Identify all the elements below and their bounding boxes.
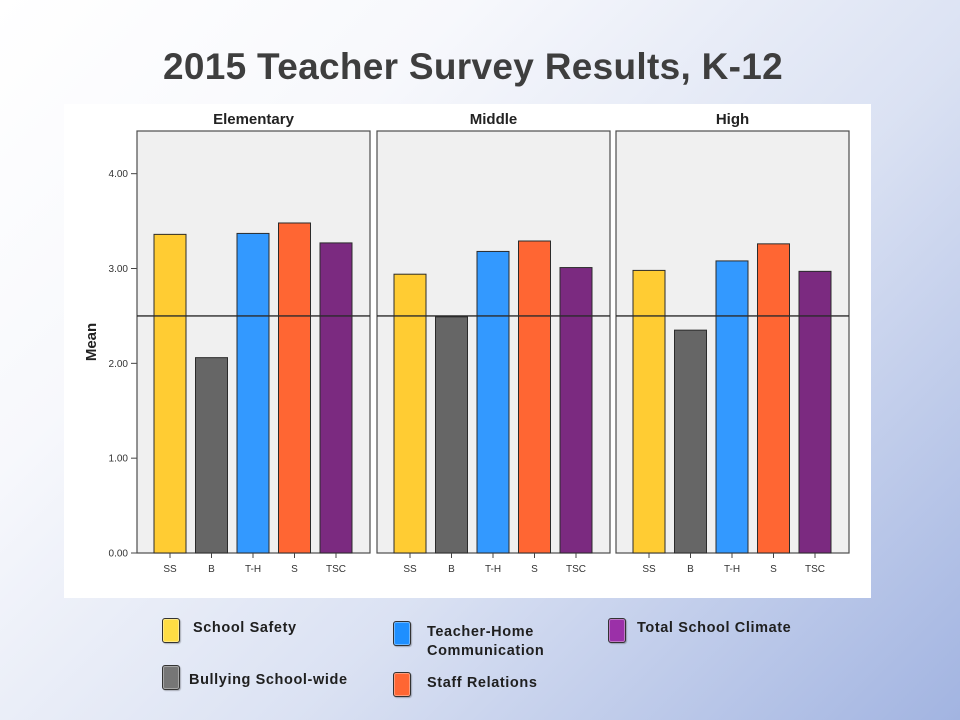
legend-item-bullying: Bullying School-wide xyxy=(162,665,357,690)
y-tick-label: 2.00 xyxy=(109,359,129,370)
x-tick-label: T-H xyxy=(485,564,501,575)
y-axis-label: Mean xyxy=(83,323,100,361)
bar-middle-s xyxy=(518,240,551,554)
y-tick-label: 4.00 xyxy=(109,169,129,180)
bar-middle-tsc xyxy=(559,267,593,554)
legend-swatch-total-school-climate xyxy=(608,618,626,643)
bar-middle-b xyxy=(435,316,468,554)
panel-high: High SS B T-H S TSC xyxy=(615,111,850,575)
x-tick-label: TSC xyxy=(326,564,346,575)
y-axis: 0.00 1.00 2.00 3.00 4.00 Mean xyxy=(83,169,137,560)
legend-item-school-safety: School Safety xyxy=(162,618,302,643)
bar-middle-t-h xyxy=(476,250,510,554)
bar-high-b xyxy=(674,329,707,554)
panel-middle: Middle SS B T-H S TSC xyxy=(376,111,611,575)
chart-area: 0.00 1.00 2.00 3.00 4.00 Mean Elementary SS B T-H… xyxy=(64,104,871,598)
x-tick-label: T-H xyxy=(245,564,261,575)
bar-elementary-t-h xyxy=(236,232,270,554)
x-tick-label: SS xyxy=(403,564,417,575)
x-tick-label: S xyxy=(770,564,777,575)
bar-elementary-tsc xyxy=(319,242,353,554)
bar-high-ss xyxy=(632,269,666,554)
slide-title: 2015 Teacher Survey Results, K-12 xyxy=(162,46,784,87)
y-tick-label: 0.00 xyxy=(109,549,129,560)
x-tick-label: TSC xyxy=(805,564,825,575)
bar-high-t-h xyxy=(715,260,749,554)
legend-item-teacher-home: Teacher-Home Communication xyxy=(393,621,561,663)
legend-label-total-school-climate: Total School Climate xyxy=(637,620,792,636)
legend-label-staff-relations: Staff Relations xyxy=(427,675,538,691)
y-tick-label: 3.00 xyxy=(109,264,129,275)
bar-elementary-s xyxy=(278,222,311,554)
panel-title: High xyxy=(716,111,749,128)
bar-high-s xyxy=(757,243,790,554)
x-tick-label: B xyxy=(448,564,455,575)
legend-swatch-teacher-home xyxy=(393,621,411,646)
x-tick-label: S xyxy=(531,564,538,575)
legend-item-total-school-climate: Total School Climate xyxy=(608,618,798,643)
bar-elementary-ss xyxy=(153,233,187,554)
x-tick-label: SS xyxy=(163,564,177,575)
bar-middle-ss xyxy=(393,273,427,554)
y-tick-label: 1.00 xyxy=(109,454,129,465)
bar-elementary-b xyxy=(195,357,228,554)
x-tick-label: B xyxy=(687,564,694,575)
legend-label-school-safety: School Safety xyxy=(193,620,297,636)
x-tick-label: B xyxy=(208,564,215,575)
legend-label-teacher-home: Teacher-Home Communication xyxy=(427,624,545,659)
x-tick-label: S xyxy=(291,564,298,575)
bar-high-tsc xyxy=(798,270,832,554)
x-tick-label: TSC xyxy=(566,564,586,575)
panel-title: Middle xyxy=(470,111,518,128)
panel-title: Elementary xyxy=(213,111,295,128)
legend-label-bullying: Bullying School-wide xyxy=(189,672,348,688)
x-tick-label: SS xyxy=(642,564,656,575)
x-tick-label: T-H xyxy=(724,564,740,575)
panel-elementary: Elementary SS B T-H S TSC xyxy=(136,111,371,575)
legend-swatch-bullying xyxy=(162,665,180,690)
legend-swatch-school-safety xyxy=(162,618,180,643)
legend-swatch-staff-relations xyxy=(393,672,411,697)
legend-item-staff-relations: Staff Relations xyxy=(393,672,543,697)
